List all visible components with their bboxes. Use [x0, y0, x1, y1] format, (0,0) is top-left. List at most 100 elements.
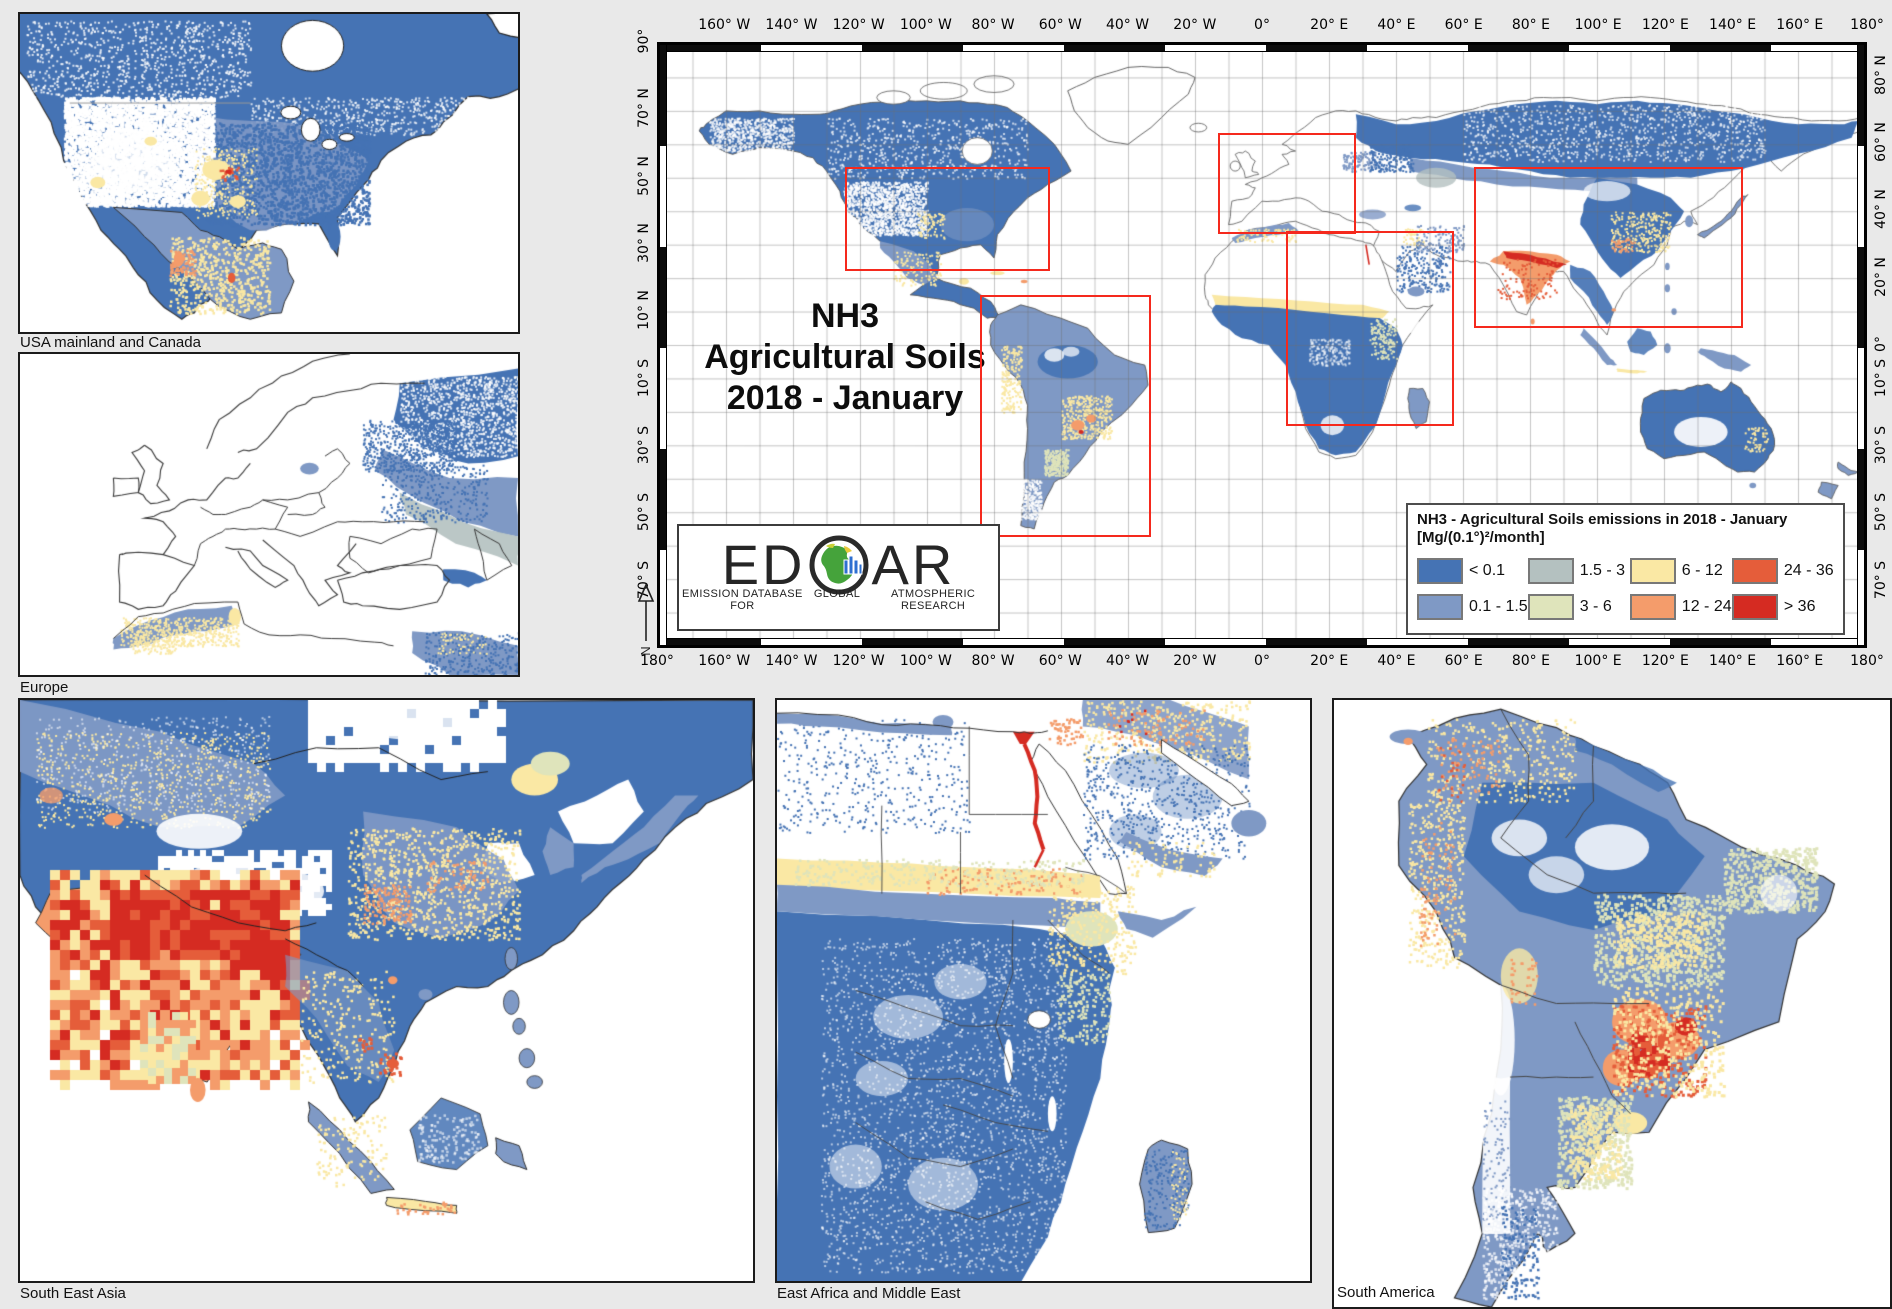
axis-tick-label: 10° N [636, 290, 652, 331]
axis-tick-label: 60° E [1444, 17, 1483, 33]
highlight-region-usa [845, 166, 1051, 271]
legend-entry-label: < 0.1 [1469, 562, 1506, 579]
axis-tick-label: 50° N [636, 155, 652, 196]
legend-title: NH3 - Agricultural Soils emissions in 20… [1417, 511, 1834, 547]
axis-tick-label: 160° E [1776, 17, 1824, 33]
axis-tick-label: 10° S [636, 358, 652, 397]
inset-east-africa-label: East Africa and Middle East [777, 1285, 961, 1302]
axis-tick-label: 140° E [1709, 653, 1757, 669]
axis-tick-label: 180° [1850, 17, 1884, 33]
legend-entry-label: 3 - 6 [1579, 598, 1612, 615]
inset-usa-canada-map [18, 12, 520, 334]
inset-europe-label: Europe [20, 679, 69, 696]
axis-tick-label: 60° N [1873, 122, 1889, 162]
edgar-subtitle: EMISSION DATABASE FOR GLOBAL ATMOSPHERIC… [679, 588, 998, 612]
axis-tick-label: 70° S [1873, 560, 1889, 599]
axis-tick-label: 120° W [832, 17, 885, 33]
axis-tick-label: 180° [640, 653, 674, 669]
north-arrow-icon: N [637, 583, 655, 656]
edgar-word-left: ED [721, 533, 806, 596]
axis-tick-label: 80° W [971, 17, 1015, 33]
legend-swatch [1527, 558, 1574, 584]
edgar-subtitle-part-2: GLOBAL [813, 588, 861, 600]
axis-tick-label: 20° N [1873, 256, 1889, 297]
svg-text:N: N [638, 646, 653, 655]
axis-tick-label: 20° W [1173, 17, 1217, 33]
legend-entries: < 0.1 0.1 - 1.5 1.5 - 3 3 - 6 6 - 12 12 - 24 2… [1417, 553, 1834, 625]
axis-tick-label: 30° N [636, 223, 652, 263]
axis-tick-label: 50° S [636, 493, 652, 532]
inset-usa-canada-label: USA mainland and Canada [20, 334, 201, 351]
east-africa-emission-raster [777, 700, 1310, 1281]
edgar-logo: ED AR [679, 534, 998, 596]
axis-tick-label: 20° W [1173, 653, 1217, 669]
south-america-emission-raster [1334, 700, 1890, 1307]
axis-tick-label: 40° W [1105, 17, 1150, 33]
axis-tick-label: 40° N [1873, 189, 1889, 230]
axis-tick-label: 30° S [636, 425, 652, 465]
neatline-right [1857, 44, 1865, 646]
inset-east-africa-map [775, 698, 1312, 1283]
axis-tick-label: 140° W [765, 17, 818, 33]
highlight-region-europe [1218, 132, 1357, 234]
axis-tick-label: 120° E [1641, 17, 1689, 33]
neatline-bottom [659, 638, 1865, 646]
axis-tick-label: 100° W [899, 17, 952, 33]
axis-tick-label: 180° [1850, 653, 1884, 669]
axis-tick-label: 40° E [1377, 17, 1416, 33]
south-east-asia-emission-raster [20, 700, 753, 1281]
axis-tick-label: 80° E [1511, 653, 1550, 669]
highlight-region-south-east-asia [1473, 166, 1743, 329]
legend-entry-label: 24 - 36 [1783, 562, 1834, 579]
edgar-subtitle-part-1: EMISSION DATABASE FOR [682, 588, 803, 612]
legend-swatch [1731, 594, 1778, 620]
axis-tick-label: 60° W [1038, 653, 1082, 669]
axis-tick-label: 60° E [1444, 653, 1483, 669]
legend-entry-3: 3 - 6 [1527, 589, 1630, 625]
neatline-left [659, 44, 667, 646]
axis-tick-label: 80° W [971, 653, 1015, 669]
legend-entry-1: 0.1 - 1.5 [1417, 589, 1528, 625]
axis-tick-label: 0° [1254, 17, 1270, 33]
legend-entry-5: 12 - 24 [1629, 589, 1732, 625]
legend-title-line-1: NH3 - Agricultural Soils emissions in 20… [1417, 511, 1788, 528]
map-title: NH3 Agricultural Soils 2018 - January [680, 296, 1010, 419]
highlight-region-africa [1285, 230, 1454, 426]
legend-swatch [1417, 594, 1463, 620]
axis-tick-label: 10° S [1873, 358, 1889, 397]
usa-canada-emission-raster [20, 14, 518, 332]
neatline-top [659, 44, 1865, 52]
axis-tick-label: 40° W [1105, 653, 1150, 669]
axis-tick-label: 120° W [832, 653, 885, 669]
inset-south-america-label: South America [1337, 1284, 1435, 1301]
axis-tick-label: 80° E [1511, 17, 1550, 33]
europe-emission-raster [20, 354, 518, 675]
axis-tick-label: 90° [636, 28, 652, 54]
axis-tick-label: 60° W [1038, 17, 1082, 33]
edgar-logo-box: ED AR EMISSION DATABASE FOR GLOBAL ATMOS… [677, 524, 1000, 631]
edgar-subtitle-part-3: ATMOSPHERIC RESEARCH [890, 588, 976, 612]
inset-south-east-asia-label: South East Asia [20, 1285, 126, 1302]
axis-tick-label: 160° W [698, 653, 751, 669]
legend-entry-label: 12 - 24 [1681, 598, 1732, 615]
axis-tick-label: 160° E [1776, 653, 1824, 669]
legend-entry-label: 0.1 - 1.5 [1469, 598, 1528, 615]
axis-tick-label: 100° E [1574, 653, 1622, 669]
axis-tick-label: 80° N [1873, 54, 1889, 95]
map-title-line-3: 2018 - January [726, 379, 964, 417]
axis-tick-label: 30° S [1873, 425, 1889, 465]
inset-south-america-map [1332, 698, 1892, 1309]
axis-tick-label: 40° E [1377, 653, 1416, 669]
legend-entry-6: 24 - 36 [1731, 553, 1834, 589]
legend-title-line-2: [Mg/(0.1°)²/month] [1417, 529, 1545, 546]
axis-tick-label: 140° W [765, 653, 818, 669]
legend-entry-label: 6 - 12 [1681, 562, 1723, 579]
axis-tick-label: 160° W [698, 17, 751, 33]
axis-tick-label: 50° S [1873, 493, 1889, 532]
legend-swatch [1417, 558, 1463, 584]
axis-tick-label: 20° E [1310, 653, 1349, 669]
legend-entry-0: < 0.1 [1417, 553, 1528, 589]
axis-tick-label: 100° E [1574, 17, 1622, 33]
axis-tick-label: 100° W [899, 653, 952, 669]
